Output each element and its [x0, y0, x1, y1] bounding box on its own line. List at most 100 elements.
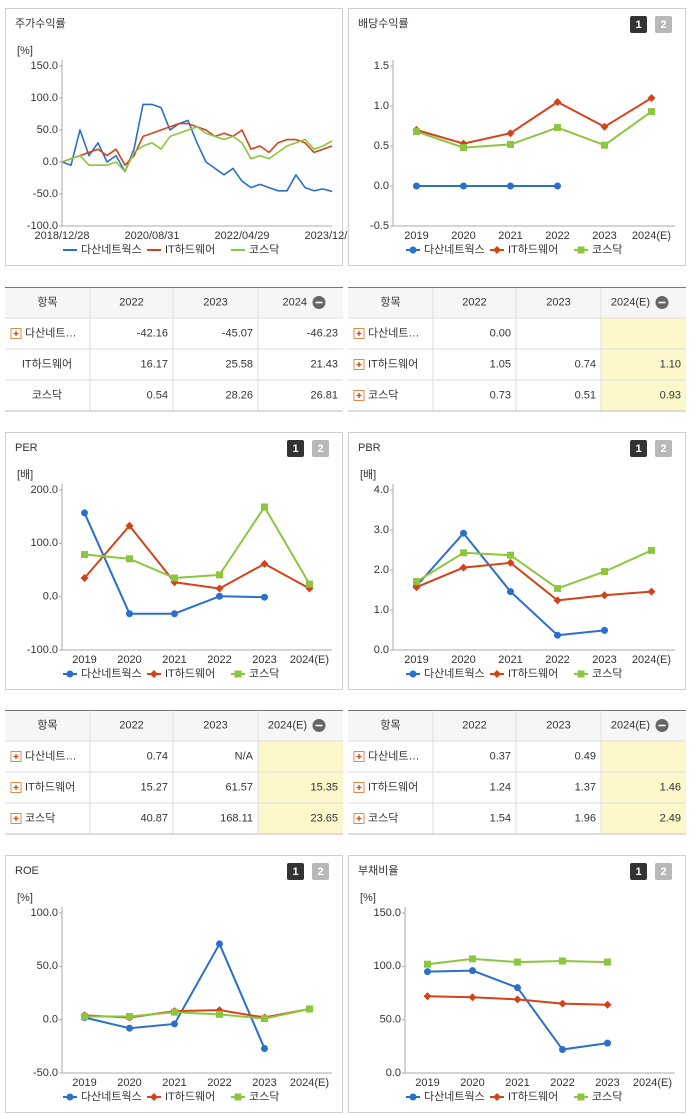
page-button[interactable]	[287, 440, 304, 457]
legend-label: 다산네트웍스	[424, 667, 485, 680]
page-button-label[interactable]: 2	[317, 443, 323, 455]
marker	[554, 124, 561, 132]
chart-title: 배당수익률	[358, 17, 409, 30]
page-button[interactable]	[287, 863, 304, 880]
table-header-bg	[348, 710, 686, 741]
series-line	[416, 97, 653, 145]
marker	[513, 995, 522, 1004]
marker	[150, 1093, 158, 1101]
page-button[interactable]	[630, 863, 647, 880]
y-tick-label: -50.0	[33, 1067, 58, 1079]
marker	[577, 246, 585, 254]
y-tick-label: 3.0	[374, 524, 389, 536]
marker	[215, 584, 224, 593]
x-tick-label: 2023	[252, 654, 276, 666]
y-tick-label: 150.0	[30, 60, 58, 72]
legend-label: IT하드웨어	[508, 666, 558, 680]
series-line	[84, 1008, 310, 1020]
marker	[558, 999, 567, 1008]
cell-value: 21.43	[310, 358, 338, 370]
page-button-label[interactable]: 2	[660, 19, 666, 31]
cell-value: 26.81	[310, 389, 338, 401]
marker	[216, 571, 223, 579]
legend-label: 코스닥	[592, 243, 622, 256]
marker	[216, 592, 223, 600]
marker	[647, 94, 656, 102]
page-button[interactable]	[655, 440, 672, 457]
cell-value: 0.74	[575, 358, 596, 370]
marker	[648, 546, 655, 554]
cell-value: 2.49	[660, 812, 681, 824]
row-name: 다산네트…	[368, 326, 419, 339]
unit-label: [%]	[17, 892, 33, 904]
page-button-label[interactable]: 2	[660, 443, 666, 455]
row-name: 다산네트…	[25, 326, 76, 339]
expand-icon-plus	[13, 785, 19, 790]
x-tick-label: 2019	[72, 1077, 96, 1089]
y-tick-label: 100.0	[373, 960, 401, 972]
series-line	[61, 126, 333, 173]
page-button-label[interactable]: 2	[317, 866, 323, 878]
page-button-label[interactable]: 2	[660, 866, 666, 878]
legend-label: 다산네트웍스	[81, 1090, 142, 1103]
legend-label: 다산네트웍스	[81, 243, 142, 256]
legend-label: 코스닥	[249, 1090, 279, 1103]
marker	[234, 670, 242, 678]
cell-value: 0.93	[660, 389, 681, 401]
marker	[460, 549, 467, 557]
cell-value: 1.96	[575, 812, 596, 824]
cell-value: 0.74	[147, 750, 168, 762]
marker	[306, 580, 313, 588]
legend-label: 코스닥	[249, 667, 279, 680]
legend-label: IT하드웨어	[165, 242, 215, 256]
highlight-column	[258, 741, 343, 834]
row-name: IT하드웨어	[25, 779, 75, 793]
page-button[interactable]	[312, 440, 329, 457]
column-header: 2022	[119, 719, 143, 731]
series-line	[61, 103, 333, 193]
marker	[507, 588, 514, 596]
highlight-column	[601, 741, 686, 834]
page-button-label[interactable]: 1	[292, 443, 298, 455]
cell-value: 1.24	[490, 781, 511, 793]
y-tick-label: 1.0	[374, 604, 389, 616]
column-header: 항목	[380, 295, 400, 308]
marker	[409, 246, 417, 254]
cell-value: 0.73	[490, 389, 511, 401]
x-tick-label: 2021	[498, 230, 522, 242]
page-button[interactable]	[312, 863, 329, 880]
marker	[216, 940, 223, 948]
column-header: 2023	[203, 719, 227, 731]
page-button[interactable]	[630, 16, 647, 33]
marker	[601, 141, 608, 149]
page-button-label[interactable]: 1	[292, 866, 298, 878]
page-button-label[interactable]: 1	[635, 443, 641, 455]
page-button[interactable]	[655, 863, 672, 880]
page-button-label[interactable]: 1	[635, 866, 641, 878]
cell-value: 0.51	[575, 389, 596, 401]
marker	[261, 1044, 268, 1052]
column-header: 항목	[37, 295, 57, 308]
cell-value: 15.27	[140, 781, 168, 793]
y-tick-label: -50.0	[33, 188, 58, 200]
marker	[80, 574, 89, 582]
page-button[interactable]	[655, 16, 672, 33]
page-button[interactable]	[630, 440, 647, 457]
marker	[306, 1005, 313, 1013]
marker	[216, 1010, 223, 1018]
x-tick-label: 2019	[72, 654, 96, 666]
marker	[468, 993, 477, 1002]
row-name: IT하드웨어	[22, 356, 72, 370]
row-name: IT하드웨어	[368, 779, 418, 793]
marker	[66, 670, 74, 678]
marker	[423, 992, 432, 1001]
marker	[460, 182, 467, 190]
x-tick-label: 2023	[595, 1077, 619, 1089]
marker	[261, 1015, 268, 1023]
cell-value: 40.87	[140, 812, 168, 824]
marker	[171, 1020, 178, 1028]
column-header: 2022	[119, 296, 143, 308]
page-button-label[interactable]: 1	[635, 19, 641, 31]
y-tick-label: -100.0	[27, 220, 58, 232]
series-line	[416, 561, 652, 602]
